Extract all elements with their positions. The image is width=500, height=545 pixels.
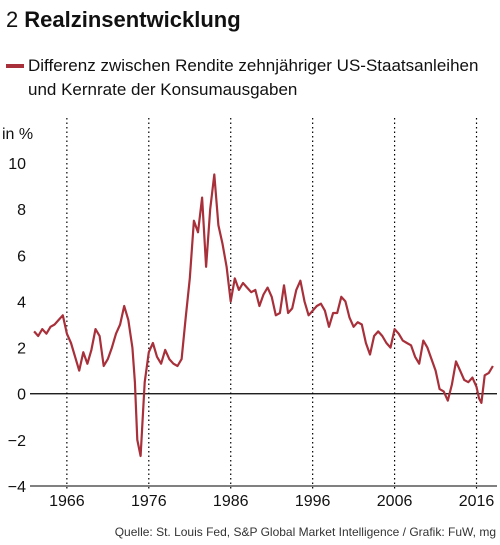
legend-label: Differenz zwischen Rendite zehnjähriger … [28,56,479,99]
y-tick-label: 2 [17,341,26,358]
y-tick-label: 6 [17,248,26,265]
x-tick-label: 2006 [377,493,413,510]
y-axis-unit: in % [2,126,34,143]
x-tick-label: 1976 [131,493,167,510]
source-note: Quelle: St. Louis Fed, S&P Global Market… [114,525,496,539]
chart-title: Realzinsentwicklung [24,7,241,32]
series-line [33,173,494,458]
x-tick-label: 1966 [49,493,85,510]
y-tick-label: 4 [17,294,26,311]
y-tick-label: 10 [8,156,26,173]
x-tick-label: 1996 [295,493,331,510]
y-tick-label: 0 [17,387,26,404]
y-tick-label: 8 [17,202,26,219]
y-tick-label: −4 [8,479,26,496]
y-tick-label: −2 [8,433,26,450]
legend: Differenz zwischen Rendite zehnjähriger … [6,54,496,102]
legend-swatch [6,64,24,68]
x-tick-label: 1986 [213,493,249,510]
chart-number: 2 [6,7,19,32]
chart-header: 2 Realzinsentwicklung [6,6,241,34]
x-tick-label: 2016 [459,493,495,510]
